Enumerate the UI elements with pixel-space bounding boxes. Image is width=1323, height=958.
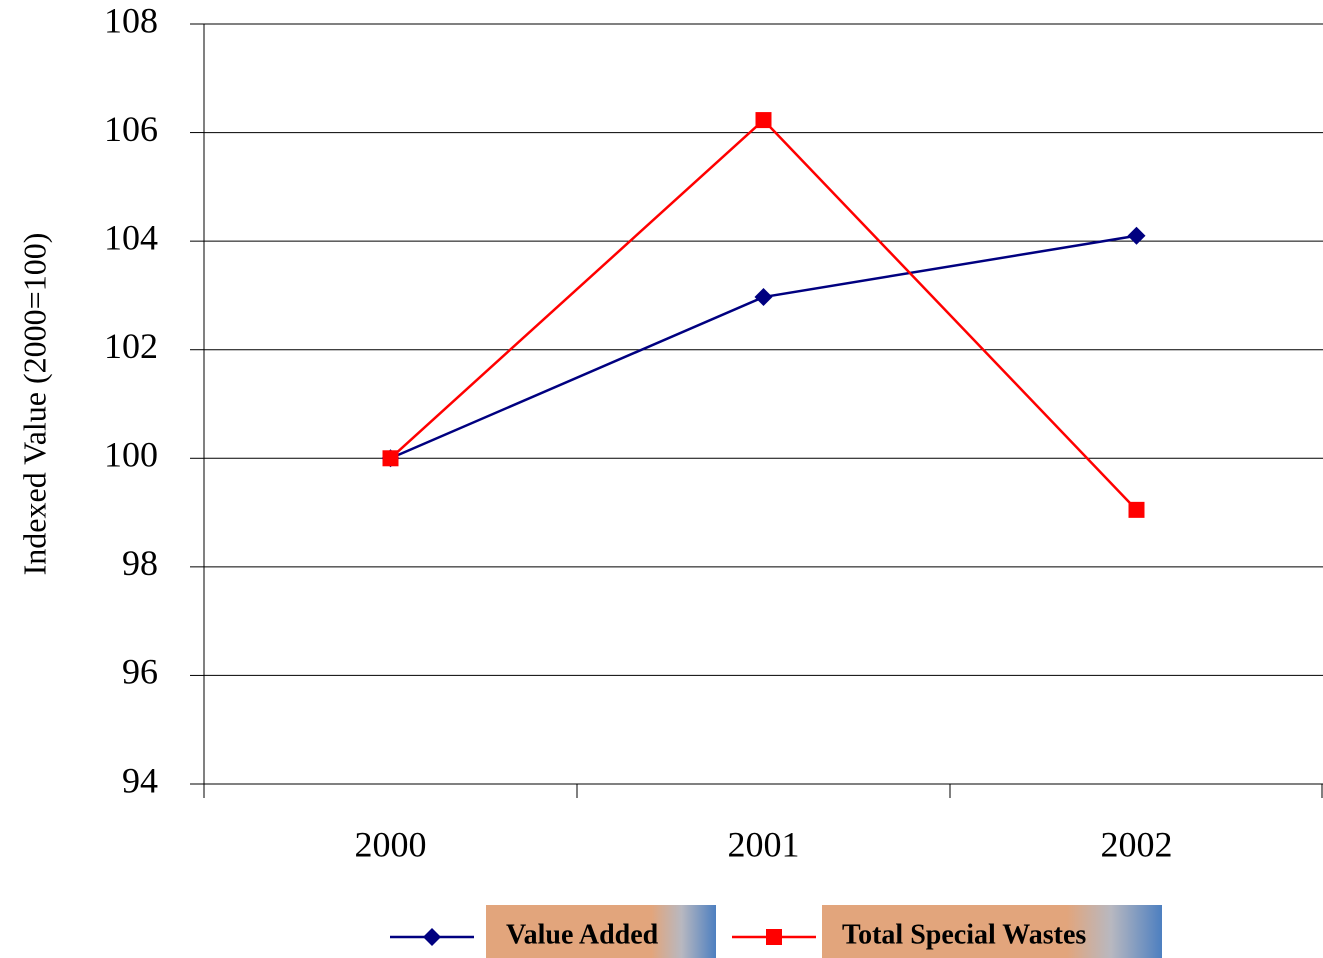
y-tick-label: 100: [104, 435, 158, 475]
y-tick-label: 96: [122, 652, 158, 692]
series-line: [389, 118, 1138, 511]
legend-box: [822, 905, 1162, 958]
y-tick-label: 104: [104, 217, 158, 257]
marker: [423, 928, 441, 946]
marker: [766, 929, 782, 945]
legend-label: Value Added: [506, 919, 659, 950]
marker: [755, 112, 772, 129]
marker: [382, 450, 399, 467]
marker: [754, 288, 773, 307]
y-tick-label: 98: [122, 543, 158, 583]
legend-label: Total Special Wastes: [842, 919, 1086, 950]
y-tick-label: 94: [122, 760, 158, 800]
x-tick-label: 2001: [728, 824, 800, 864]
series-line: [390, 234, 1137, 460]
y-axis-label: Indexed Value (2000=100): [16, 233, 52, 576]
x-tick-label: 2002: [1101, 824, 1173, 864]
legend-box: [486, 905, 716, 958]
y-tick-label: 108: [104, 0, 158, 40]
y-tick-label: 106: [104, 109, 158, 149]
y-tick-label: 102: [104, 326, 158, 366]
marker: [1127, 226, 1146, 245]
x-tick-label: 2000: [355, 824, 427, 864]
legend: Value Added Total Special Wastes: [390, 905, 1162, 958]
marker: [1128, 501, 1145, 518]
